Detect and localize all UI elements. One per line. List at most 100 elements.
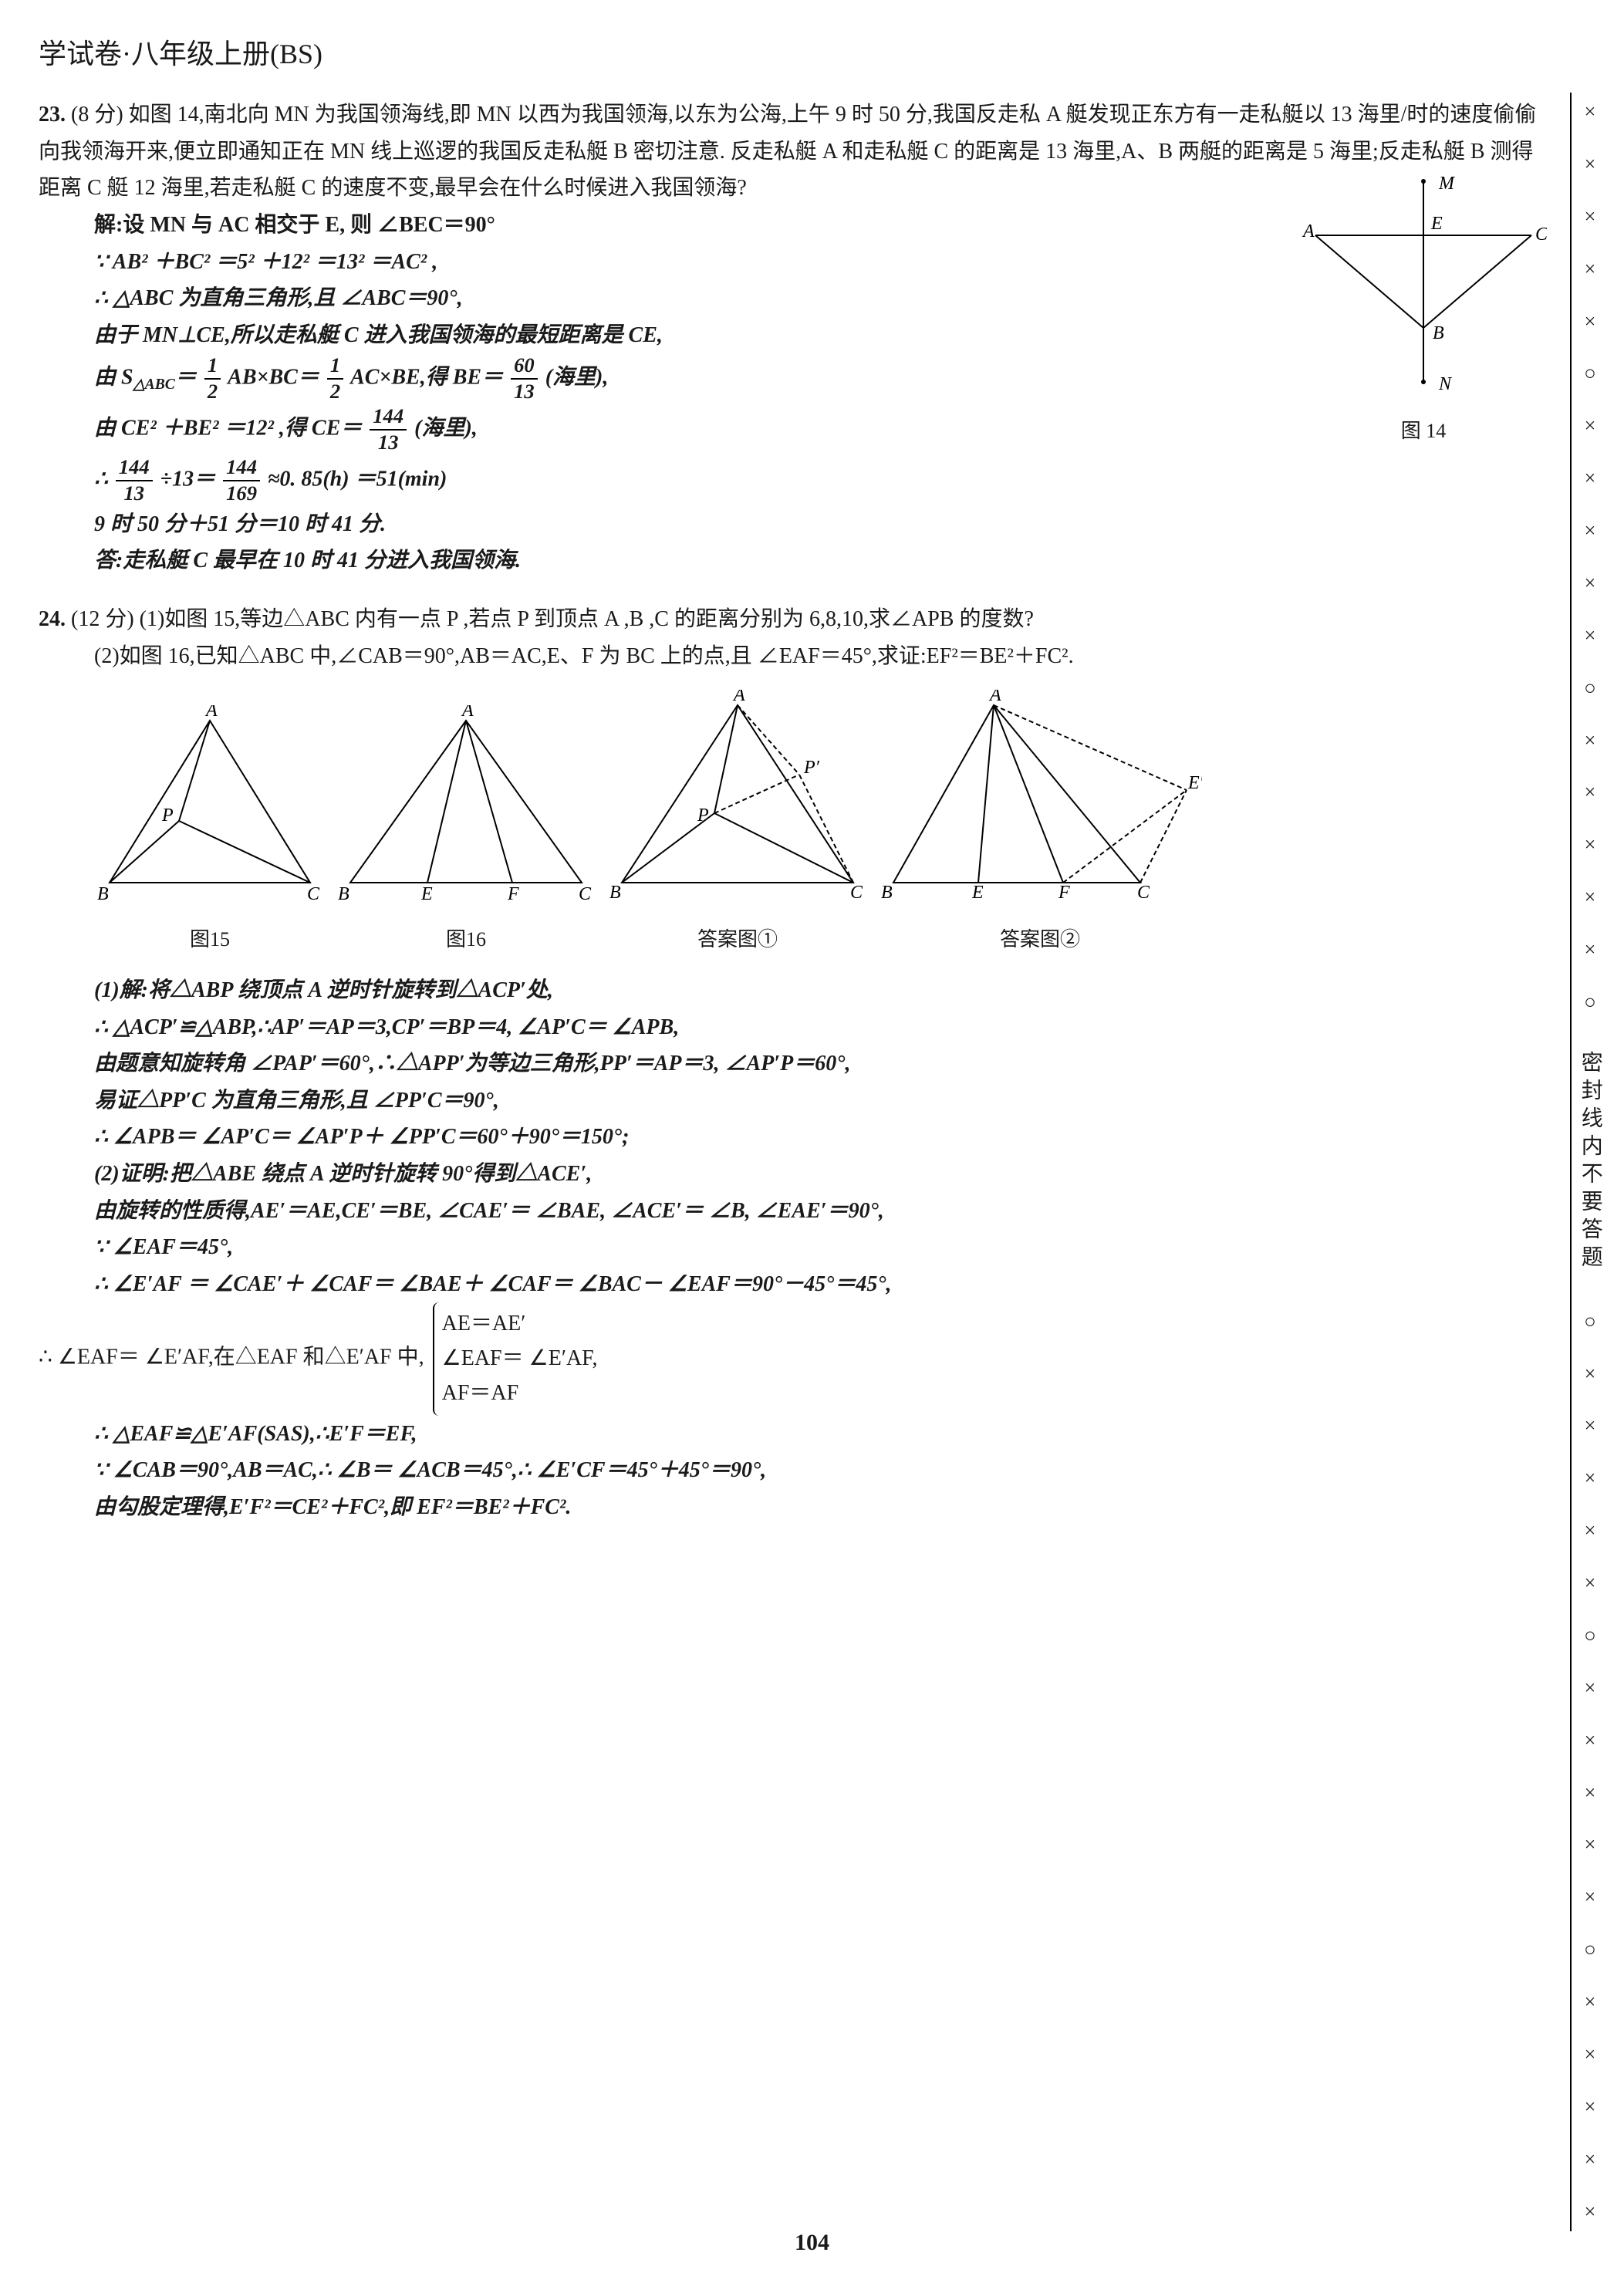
p24-t11: ∴ △EAF≌△E′AF(SAS),∴E′F＝EF, bbox=[39, 1416, 1555, 1453]
cross-icon: × bbox=[1585, 2149, 1596, 2170]
p24-t8: ∵ ∠EAF＝45°, bbox=[39, 1229, 1555, 1266]
svg-text:B: B bbox=[97, 884, 109, 904]
p24-t13: 由勾股定理得,E′F²＝CE²＋FC²,即 EF²＝BE²＋FC². bbox=[39, 1489, 1555, 1526]
cross-icon: × bbox=[1585, 521, 1596, 541]
answer-figure-2-caption: 答案图② bbox=[878, 923, 1202, 957]
page-number: 104 bbox=[795, 2223, 829, 2262]
svg-text:A: A bbox=[988, 690, 1001, 705]
cross-icon: × bbox=[1585, 1573, 1596, 1593]
seal-text: 密封线内不要答题 bbox=[1572, 1051, 1609, 1273]
svg-text:E: E bbox=[1430, 214, 1443, 234]
answer-figure-1-caption: 答案图① bbox=[606, 923, 869, 957]
svg-text:P′: P′ bbox=[803, 758, 820, 778]
problem-24-part1: (1)如图 15,等边△ABC 内有一点 P ,若点 P 到顶点 A ,B ,C… bbox=[140, 607, 1034, 631]
problem-number: 23. bbox=[39, 103, 66, 127]
cross-icon: × bbox=[1585, 102, 1596, 122]
cross-icon: × bbox=[1585, 1416, 1596, 1436]
cross-icon: × bbox=[1585, 887, 1596, 907]
p24-t3: 由题意知旋转角 ∠PAP′＝60°,∴△APP′为等边三角形,PP′＝AP＝3,… bbox=[39, 1045, 1555, 1082]
cross-icon: × bbox=[1585, 1992, 1596, 2012]
problem-points: (8 分) bbox=[71, 103, 123, 127]
problem-24-part2: (2)如图 16,已知△ABC 中,∠CAB＝90°,AB＝AC,E、F 为 B… bbox=[39, 638, 1555, 675]
p24-t1: (1)解:将△ABP 绕顶点 A 逆时针旋转到△ACP′处, bbox=[39, 972, 1555, 1009]
cross-icon: × bbox=[1585, 2202, 1596, 2222]
circle-icon: ○ bbox=[1584, 1626, 1596, 1646]
cross-icon: × bbox=[1585, 259, 1596, 279]
cross-icon: × bbox=[1585, 626, 1596, 646]
cross-icon: × bbox=[1585, 207, 1596, 227]
cross-icon: × bbox=[1585, 1731, 1596, 1751]
p24-t2: ∴ △ACP′≌△ABP,∴AP′＝AP＝3,CP′＝BP＝4, ∠AP′C＝ … bbox=[39, 1009, 1555, 1046]
circle-icon: ○ bbox=[1584, 678, 1596, 698]
cross-icon: × bbox=[1585, 782, 1596, 802]
case-brace: AE＝AE′ ∠EAF＝ ∠E′AF, AF＝AF bbox=[433, 1302, 598, 1415]
seal-margin: × × × × × ○ × × × × × ○ × × × × × ○ 密封线内… bbox=[1570, 93, 1609, 2231]
p24-t5: ∴ ∠APB＝ ∠AP′C＝ ∠AP′P＋ ∠PP′C＝60°＋90°＝150°… bbox=[39, 1119, 1555, 1156]
svg-text:B: B bbox=[1433, 323, 1444, 343]
svg-text:C: C bbox=[579, 884, 592, 904]
p24-t7: 由旋转的性质得,AE′＝AE,CE′＝BE, ∠CAE′＝ ∠BAE, ∠ACE… bbox=[39, 1193, 1555, 1230]
cross-icon: × bbox=[1585, 835, 1596, 855]
cross-icon: × bbox=[1585, 468, 1596, 488]
answer-figure-2: A B C E F E′ 答案图② bbox=[878, 690, 1202, 957]
cross-icon: × bbox=[1585, 1835, 1596, 1855]
circle-icon: ○ bbox=[1584, 1312, 1596, 1332]
problem-24-statement: 24. (12 分) (1)如图 15,等边△ABC 内有一点 P ,若点 P … bbox=[39, 601, 1555, 638]
cross-icon: × bbox=[1585, 1783, 1596, 1803]
figure-15-caption: 图15 bbox=[94, 923, 326, 957]
p23-step-8: 9 时 50 分＋51 分＝10 时 41 分. bbox=[39, 506, 1555, 543]
problem-24: 24. (12 分) (1)如图 15,等边△ABC 内有一点 P ,若点 P … bbox=[39, 601, 1555, 1525]
figure-14-svg: M N A C E B bbox=[1300, 174, 1547, 397]
p24-t9: ∴ ∠E′AF ＝ ∠CAE′＋ ∠CAF＝ ∠BAE＋ ∠CAF＝ ∠BAC－… bbox=[39, 1266, 1555, 1303]
cross-icon: × bbox=[1585, 731, 1596, 751]
cross-icon: × bbox=[1585, 573, 1596, 593]
page-header: 学试卷·八年级上册(BS) bbox=[39, 31, 1555, 78]
svg-text:F: F bbox=[507, 884, 519, 904]
svg-text:E: E bbox=[420, 884, 433, 904]
svg-text:C: C bbox=[850, 883, 863, 903]
svg-text:A: A bbox=[1302, 221, 1315, 241]
figure-16: A B C E F 图16 bbox=[335, 705, 597, 957]
cross-icon: × bbox=[1585, 312, 1596, 332]
p23-step-9: 答:走私艇 C 最早在 10 时 41 分进入我国领海. bbox=[39, 542, 1555, 579]
figure-15: A B C P 图15 bbox=[94, 705, 326, 957]
cross-icon: × bbox=[1585, 1468, 1596, 1488]
svg-text:E: E bbox=[971, 883, 984, 903]
answer-figure-1: A B C P P′ 答案图① bbox=[606, 690, 869, 957]
p24-t4: 易证△PP′C 为直角三角形,且 ∠PP′C＝90°, bbox=[39, 1082, 1555, 1119]
svg-text:E′: E′ bbox=[1187, 773, 1202, 793]
svg-text:B: B bbox=[338, 884, 349, 904]
svg-text:A: A bbox=[461, 705, 474, 721]
svg-text:A: A bbox=[732, 690, 745, 705]
cross-icon: × bbox=[1585, 1521, 1596, 1541]
p24-t6: (2)证明:把△ABE 绕点 A 逆时针旋转 90°得到△ACE′, bbox=[39, 1156, 1555, 1193]
svg-text:F: F bbox=[1058, 883, 1070, 903]
cross-icon: × bbox=[1585, 1887, 1596, 1907]
svg-text:P: P bbox=[161, 805, 174, 826]
problem-points: (12 分) bbox=[71, 607, 134, 631]
svg-text:A: A bbox=[204, 705, 218, 721]
p23-step-7: ∴ 14413 ÷13＝ 144169 ≈0. 85(h) ＝51(min) bbox=[39, 455, 1555, 506]
p24-t12: ∵ ∠CAB＝90°,AB＝AC,∴ ∠B＝ ∠ACB＝45°,∴ ∠E′CF＝… bbox=[39, 1452, 1555, 1489]
cross-icon: × bbox=[1585, 416, 1596, 436]
svg-text:C: C bbox=[307, 884, 320, 904]
svg-text:P: P bbox=[697, 805, 709, 826]
svg-text:B: B bbox=[609, 883, 621, 903]
cross-icon: × bbox=[1585, 1364, 1596, 1384]
circle-icon: ○ bbox=[1584, 363, 1596, 383]
circle-icon: ○ bbox=[1584, 1940, 1596, 1960]
figure-14-caption: 图 14 bbox=[1292, 414, 1555, 448]
cross-icon: × bbox=[1585, 154, 1596, 174]
problem-number: 24. bbox=[39, 607, 66, 631]
svg-text:B: B bbox=[881, 883, 893, 903]
svg-text:C: C bbox=[1535, 225, 1547, 245]
svg-text:M: M bbox=[1438, 174, 1456, 194]
cross-icon: × bbox=[1585, 940, 1596, 960]
circle-icon: ○ bbox=[1584, 992, 1596, 1012]
problem-23: 23. (8 分) 如图 14,南北向 MN 为我国领海线,即 MN 以西为我国… bbox=[39, 96, 1555, 579]
problem-24-figures: A B C P 图15 A B C E F 图16 bbox=[39, 690, 1555, 957]
figure-16-caption: 图16 bbox=[335, 923, 597, 957]
cross-icon: × bbox=[1585, 1678, 1596, 1698]
cross-icon: × bbox=[1585, 2097, 1596, 2117]
svg-text:C: C bbox=[1137, 883, 1150, 903]
